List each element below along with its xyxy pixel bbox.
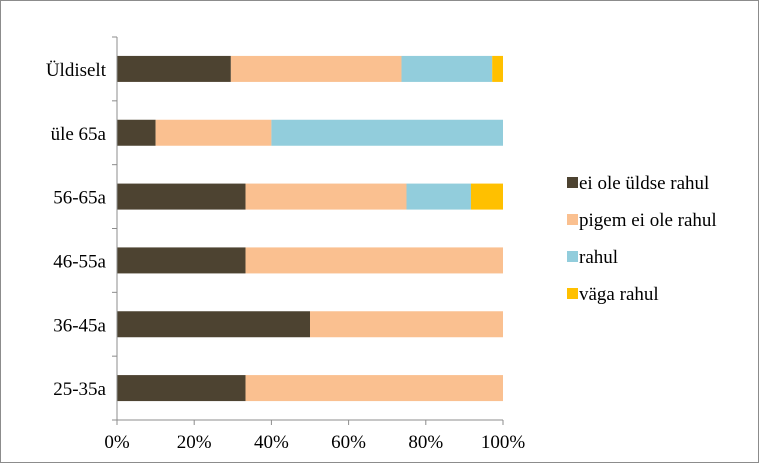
legend-label-pigem-ei-ole-rahul: pigem ei ole rahul xyxy=(579,210,717,231)
bar-segment-46-55a-pigem-ei-ole-rahul xyxy=(245,247,503,274)
bars-layer xyxy=(117,55,503,402)
bar-segment-36-45a-pigem-ei-ole-rahul xyxy=(310,311,503,338)
legend-swatch-pigem-ei-ole-rahul xyxy=(567,214,578,225)
bar-segment-56-65a-pigem-ei-ole-rahul xyxy=(245,183,407,210)
axes-layer: Üldiselt üle 65a 56-65a 46-55a 36-45a 25-35a 0… xyxy=(46,36,526,453)
bar-segment-uldiselt-rahul xyxy=(401,55,493,82)
bar-segment-uldiselt-pigem-ei-ole-rahul xyxy=(230,55,402,82)
legend-label-ei-ole-uldse-rahul: ei ole üldse rahul xyxy=(579,173,709,194)
x-tick-label: 0% xyxy=(104,432,130,453)
x-tick-label: 40% xyxy=(254,432,289,453)
x-tick-label: 20% xyxy=(177,432,212,453)
y-tick-label: 46-55a xyxy=(53,251,106,272)
legend-label-vaga-rahul: väga rahul xyxy=(579,284,659,305)
x-tick-label: 100% xyxy=(481,432,526,453)
bar-segment-ule-65a-pigem-ei-ole-rahul xyxy=(155,119,272,146)
y-tick-label: Üldiselt xyxy=(46,60,107,81)
legend-swatch-vaga-rahul xyxy=(567,288,578,299)
bar-segment-56-65a-vaga-rahul xyxy=(470,183,503,210)
legend-label-rahul: rahul xyxy=(579,247,618,268)
bar-segment-46-55a-ei-ole-uldse-rahul xyxy=(117,247,246,274)
legend-swatch-ei-ole-uldse-rahul xyxy=(567,177,578,188)
bar-segment-25-35a-ei-ole-uldse-rahul xyxy=(117,375,246,402)
bar-segment-25-35a-pigem-ei-ole-rahul xyxy=(245,375,503,402)
y-tick-label: 56-65a xyxy=(53,188,106,209)
bar-segment-ule-65a-ei-ole-uldse-rahul xyxy=(117,119,156,146)
legend-swatch-rahul xyxy=(567,251,578,262)
bar-segment-36-45a-ei-ole-uldse-rahul xyxy=(117,311,310,338)
y-tick-label: 25-35a xyxy=(53,379,106,400)
x-tick-label: 80% xyxy=(408,432,443,453)
bar-segment-uldiselt-ei-ole-uldse-rahul xyxy=(117,55,231,82)
y-tick-label: 36-45a xyxy=(53,315,106,336)
legend: ei ole üldse rahul pigem ei ole rahul rahu… xyxy=(567,173,717,305)
y-tick-label: üle 65a xyxy=(51,124,107,145)
bar-segment-56-65a-rahul xyxy=(406,183,471,210)
bar-segment-ule-65a-rahul xyxy=(271,119,503,146)
x-tick-label: 60% xyxy=(331,432,366,453)
bar-segment-uldiselt-vaga-rahul xyxy=(492,55,503,82)
bar-segment-56-65a-ei-ole-uldse-rahul xyxy=(117,183,246,210)
